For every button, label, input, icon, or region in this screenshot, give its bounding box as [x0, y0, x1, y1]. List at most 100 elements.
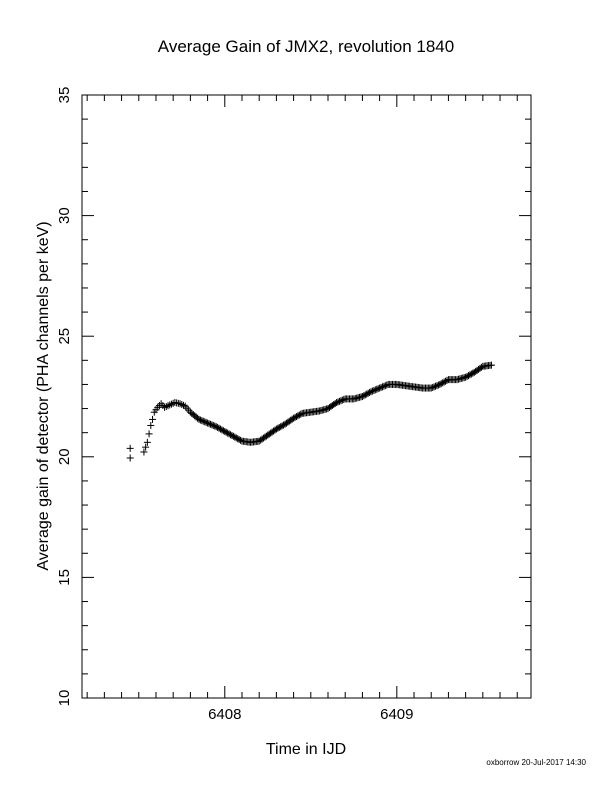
data-point	[358, 393, 366, 400]
data-point	[126, 454, 134, 462]
data-point	[376, 384, 384, 392]
data-point	[142, 443, 150, 451]
data-point	[297, 410, 305, 418]
data-point	[209, 421, 217, 429]
data-point	[178, 401, 186, 409]
data-point	[205, 420, 213, 428]
data-point	[380, 382, 388, 390]
data-point	[225, 430, 233, 438]
data-point	[291, 413, 299, 421]
data-point	[235, 436, 243, 444]
data-point	[487, 361, 495, 369]
data-point	[430, 383, 438, 391]
data-point	[214, 423, 222, 431]
y-tick-label: 10	[56, 690, 73, 707]
data-point	[464, 372, 472, 380]
data-point	[437, 380, 445, 388]
data-point	[368, 387, 376, 395]
data-point	[383, 381, 391, 389]
y-tick-label: 35	[56, 87, 73, 104]
data-point	[166, 401, 174, 409]
data-point	[222, 428, 230, 436]
data-point	[199, 417, 207, 425]
data-point	[147, 421, 155, 429]
data-point	[201, 418, 209, 426]
x-tick-label: 6409	[380, 706, 413, 723]
data-point	[157, 400, 165, 408]
data-point	[374, 385, 382, 393]
data-point	[162, 403, 170, 411]
data-point	[288, 415, 296, 423]
data-point	[126, 444, 134, 452]
data-point	[237, 436, 245, 444]
data-point	[467, 370, 475, 378]
data-point	[477, 363, 485, 371]
data-point	[427, 384, 435, 392]
data-point	[432, 382, 440, 390]
data-point	[231, 433, 239, 441]
data-point	[292, 413, 300, 421]
y-tick-label: 25	[56, 328, 73, 345]
data-point	[219, 427, 227, 435]
data-point	[145, 430, 153, 438]
data-point	[195, 415, 203, 423]
data-point	[218, 426, 226, 434]
data-point	[333, 399, 341, 407]
data-point	[442, 377, 450, 385]
data-point	[211, 422, 219, 430]
data-point	[361, 391, 369, 399]
data-point	[463, 372, 471, 380]
footer-credit: oxborrow 20-Jul-2017 14:30	[486, 758, 586, 767]
data-point	[167, 400, 175, 408]
data-point	[337, 397, 345, 405]
data-point	[161, 403, 169, 411]
data-point	[443, 376, 451, 384]
data-point	[377, 383, 385, 391]
data-point	[143, 438, 151, 446]
data-point	[433, 382, 441, 390]
data-point	[370, 386, 378, 394]
data-point	[338, 396, 346, 404]
data-point	[194, 414, 202, 422]
data-point	[275, 423, 283, 431]
x-tick-label: 6408	[208, 706, 241, 723]
plot-frame	[81, 94, 532, 699]
data-point	[140, 448, 148, 456]
data-point	[371, 386, 379, 394]
data-point	[363, 390, 371, 398]
y-tick-label: 15	[56, 569, 73, 586]
data-point	[469, 369, 477, 377]
data-point	[294, 412, 302, 420]
data-point	[335, 397, 343, 405]
data-point	[274, 424, 282, 432]
data-point	[295, 411, 303, 419]
data-point	[280, 421, 288, 429]
data-point	[232, 434, 240, 442]
data-point	[367, 388, 375, 396]
data-point	[462, 373, 470, 381]
data-point	[466, 371, 474, 379]
data-point	[277, 423, 285, 431]
data-point	[429, 383, 437, 391]
data-point	[364, 389, 372, 397]
data-point	[154, 403, 162, 411]
axis-ticks	[82, 94, 531, 699]
data-point	[278, 422, 286, 430]
data-point	[271, 426, 279, 434]
data-point	[204, 419, 212, 427]
data-point	[176, 400, 184, 408]
data-point	[366, 388, 374, 396]
data-point	[440, 378, 448, 386]
data-point	[360, 392, 368, 400]
y-tick-label: 30	[56, 207, 73, 224]
data-point	[228, 431, 236, 439]
data-point	[202, 418, 210, 426]
data-point	[331, 400, 339, 408]
data-point	[381, 382, 389, 390]
data-point	[290, 414, 298, 422]
data-point	[216, 425, 224, 433]
data-point	[164, 402, 172, 410]
data-point	[224, 429, 232, 437]
data-point	[436, 380, 444, 388]
